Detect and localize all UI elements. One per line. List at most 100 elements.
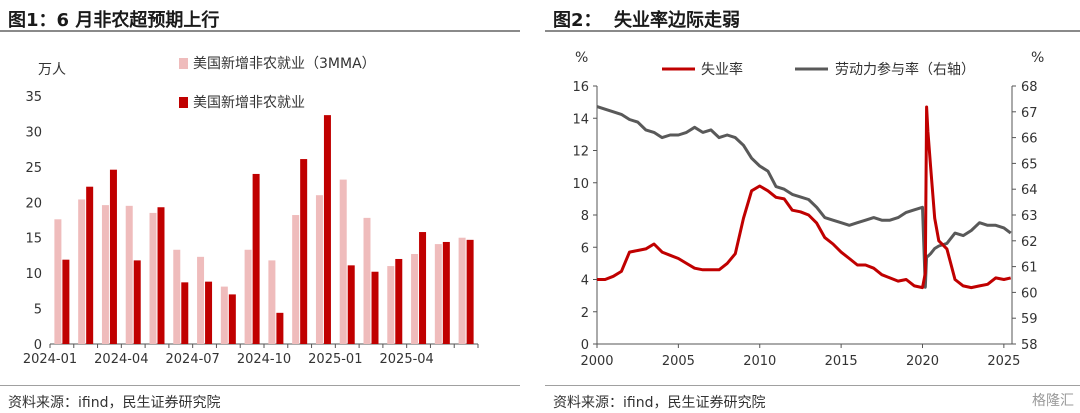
x-tick-label: 2025	[987, 354, 1020, 369]
legend-swatch-mma	[179, 58, 188, 69]
bar-mma	[125, 205, 133, 344]
bar-mma	[434, 244, 442, 344]
x-tick-label: 2024-01	[23, 352, 77, 367]
series-line-participation	[596, 105, 1012, 289]
left-panel: 图1：6 月非农超预期上行 万人 0 5 10 15 20 25 30 35 2024-01 202…	[0, 0, 520, 413]
y-tick-label-right: 58	[1021, 338, 1038, 353]
y-tick-label-right: 62	[1021, 235, 1038, 250]
x-tick-label: 2020	[906, 354, 939, 369]
title-rule-left	[0, 30, 520, 32]
bar-payrolls	[442, 241, 450, 344]
bar-payrolls	[323, 115, 331, 344]
source-rule-right	[545, 385, 1080, 386]
x-tick-label: 2010	[743, 354, 776, 369]
bar-mma	[220, 286, 228, 344]
legend-label-payrolls: 美国新增非农就业	[193, 95, 305, 111]
bar-mma	[173, 249, 181, 344]
bar-mma	[268, 260, 276, 344]
legend-label-participation: 劳动力参与率（右轴）	[835, 61, 975, 78]
bar-payrolls	[109, 169, 117, 344]
x-tick-label: 2024-04	[94, 352, 148, 367]
legend-label-mma: 美国新增非农就业（3MMA）	[193, 56, 376, 72]
source-note-right: 资料来源：ifind，民生证券研究院	[553, 395, 766, 411]
y-tick-label-right: 67	[1021, 106, 1038, 121]
bar-payrolls	[86, 186, 94, 344]
bar-payrolls	[347, 265, 355, 344]
title-rule-right	[545, 30, 1080, 32]
y-axis-unit-right: %	[1031, 50, 1044, 66]
bar-payrolls	[371, 271, 379, 344]
bar-payrolls	[133, 260, 141, 344]
bar-mma	[315, 195, 323, 344]
legend-label-unemployment: 失业率	[701, 61, 743, 78]
y-tick-label-left: 2	[581, 306, 589, 321]
y-tick-label-right: 68	[1021, 80, 1038, 95]
y-tick-label: 35	[25, 90, 42, 105]
bar-payrolls	[181, 282, 189, 344]
bar-mma	[101, 205, 109, 344]
bar-mma	[197, 256, 205, 344]
bar-mma	[363, 217, 371, 344]
y-tick-label-right: 65	[1021, 157, 1038, 172]
y-tick-label: 10	[25, 267, 42, 282]
bar-mma	[339, 179, 347, 344]
bar-payrolls	[300, 159, 308, 344]
bar-mma	[54, 219, 62, 344]
bar-payrolls	[62, 259, 70, 344]
bar-mma	[292, 215, 300, 344]
source-rule-left	[0, 385, 520, 386]
y-tick-label-right: 66	[1021, 132, 1038, 147]
y-tick-label-right: 60	[1021, 286, 1038, 301]
y-tick-label-right: 59	[1021, 312, 1038, 327]
x-tick-label: 2024-07	[166, 352, 220, 367]
y-axis-unit: 万人	[38, 62, 66, 78]
series-line-unemployment	[597, 105, 1012, 290]
bar-chart-svg: 万人 0 5 10 15 20 25 30 35 2024-01 2024-04 2024-07 202…	[23, 56, 479, 367]
bar-mma	[411, 254, 419, 344]
y-tick-label-left: 12	[572, 145, 589, 160]
y-tick-label-left: 6	[581, 241, 589, 256]
y-tick-label: 20	[25, 196, 42, 211]
bar-payrolls	[419, 232, 427, 344]
y-tick-label-left: 8	[581, 209, 589, 224]
bar-mma	[149, 212, 157, 344]
bar-mma	[78, 199, 86, 344]
line-chart-svg: % %02468101214165859606162636465666768200…	[572, 50, 1044, 369]
y-tick-label-right: 61	[1021, 261, 1038, 276]
y-axis-unit-left: %	[575, 50, 588, 66]
y-tick-label: 15	[25, 232, 42, 247]
x-tick-label: 2015	[825, 354, 858, 369]
y-tick-label-left: 4	[581, 274, 589, 289]
watermark-text: 格隆汇	[1032, 393, 1074, 409]
x-tick-label: 2005	[662, 354, 695, 369]
chart-title-left: 图1：6 月非农超预期上行	[8, 10, 220, 31]
y-tick-label-right: 64	[1021, 183, 1038, 198]
x-tick-label: 2000	[580, 354, 613, 369]
bar-mma	[458, 237, 466, 344]
bar-payrolls	[157, 207, 165, 344]
y-tick-label: 30	[25, 125, 42, 140]
y-tick-label-left: 16	[572, 80, 589, 95]
y-tick-label-left: 0	[581, 338, 589, 353]
right-panel: 图2： 失业率边际走弱 %% 0 2 4 6 8 10 12 14 16 58 59 60 61 62 63 6…	[545, 0, 1080, 413]
y-tick-label: 0	[34, 338, 42, 353]
bar-payrolls	[466, 239, 474, 344]
y-tick-label-left: 10	[572, 177, 589, 192]
chart-title-right: 图2： 失业率边际走弱	[553, 10, 741, 31]
x-tick-label: 2025-04	[380, 352, 434, 367]
x-tick-label: 2025-01	[308, 352, 362, 367]
y-tick-label: 5	[34, 303, 42, 318]
y-tick-label: 25	[25, 161, 42, 176]
x-tick-label: 2024-10	[237, 352, 291, 367]
bar-mma	[387, 266, 395, 344]
bar-payrolls	[395, 258, 403, 344]
bar-mma	[244, 249, 252, 344]
y-tick-label-right: 63	[1021, 209, 1038, 224]
legend-swatch-payrolls	[179, 97, 188, 108]
bar-payrolls	[276, 312, 284, 344]
y-tick-label-left: 14	[572, 112, 589, 127]
bar-payrolls	[252, 173, 260, 344]
bar-payrolls	[205, 281, 213, 344]
bar-payrolls	[228, 294, 236, 344]
source-note-left: 资料来源：ifind，民生证券研究院	[8, 395, 221, 411]
